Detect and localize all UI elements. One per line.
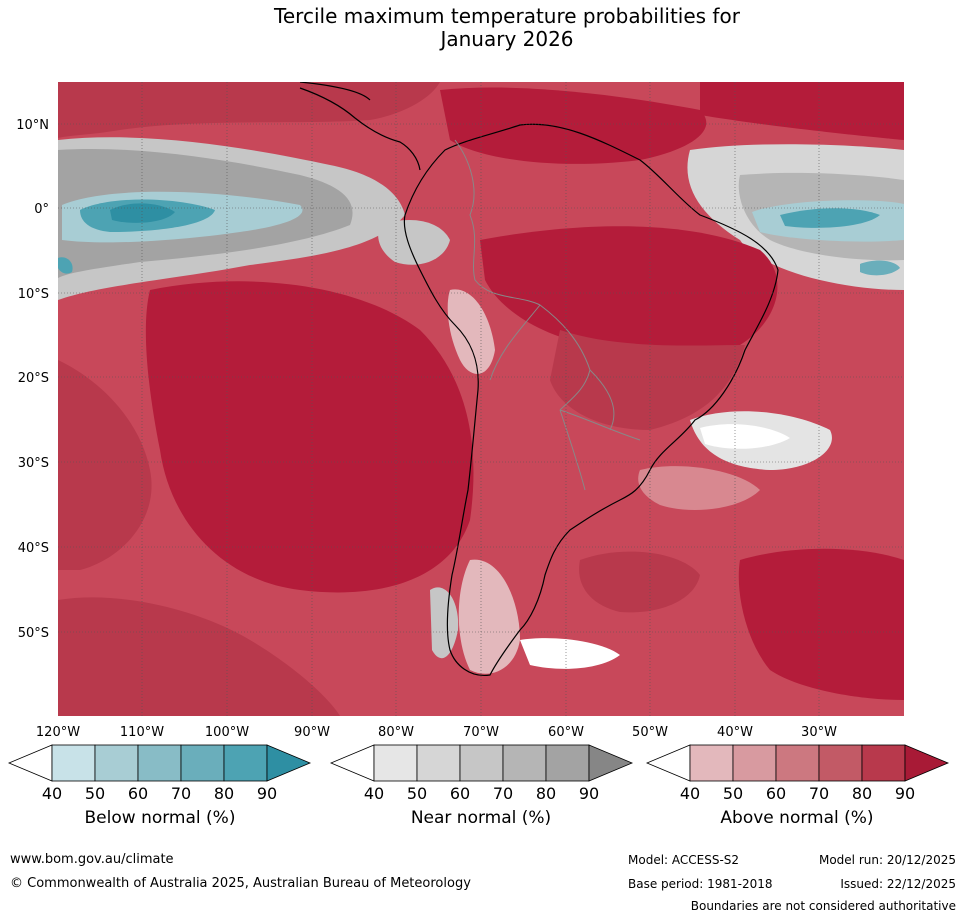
above-normal-south-central xyxy=(579,551,700,613)
above-normal-pacific-west xyxy=(58,360,152,570)
colorbar-near-tick-50: 50 xyxy=(407,784,427,803)
lat-label-20s: 20°S xyxy=(18,371,49,386)
colorbar-near-seg-4 xyxy=(545,744,590,782)
colorbar-above-tick-70: 70 xyxy=(809,784,829,803)
website-link[interactable]: www.bom.gov.au/climate xyxy=(10,852,174,867)
above-normal-north-ocean xyxy=(58,82,440,138)
colorbar-below: 40 50 60 70 80 90 xyxy=(7,744,312,803)
page-title: Tercile maximum temperature probabilitie… xyxy=(0,5,965,51)
colorbar-near: 40 50 60 70 80 90 xyxy=(329,744,634,803)
colorbar-below-tick-40: 40 xyxy=(42,784,62,803)
colorbar-above-seg-4 xyxy=(861,744,906,782)
colorbar-below-seg-1 xyxy=(94,744,139,782)
colorbar-near-seg-3 xyxy=(502,744,547,782)
below-normal-west-strong xyxy=(110,203,175,223)
grey-patch-south xyxy=(430,587,459,659)
model-text: Model: ACCESS-S2 xyxy=(628,853,740,867)
lon-label-100w: 100°W xyxy=(205,725,249,740)
country-borders xyxy=(454,139,641,491)
colorbar-above-seg-3 xyxy=(818,744,863,782)
colorbar-above-seg-2 xyxy=(775,744,820,782)
colorbar-above-label: Above normal (%) xyxy=(720,808,874,828)
lon-label-80w: 80°W xyxy=(378,725,414,740)
above-normal-southeast xyxy=(738,548,904,700)
colorbar-above-left-arrow xyxy=(645,744,691,782)
colorbar-near-left-arrow xyxy=(329,744,375,782)
map-fields xyxy=(58,82,904,716)
above-normal-caribbean xyxy=(440,87,707,164)
lon-label-40w: 40°W xyxy=(717,725,753,740)
colorbar-below-tick-80: 80 xyxy=(214,784,234,803)
copyright-text: © Commonwealth of Australia 2025, Austra… xyxy=(10,876,471,891)
lat-label-10s: 10°S xyxy=(18,287,49,302)
colorbar-near-seg-1 xyxy=(416,744,461,782)
lon-label-90w: 90°W xyxy=(294,725,330,740)
colorbar-above: 40 50 60 70 80 90 xyxy=(645,744,950,803)
colorbar-below-left-arrow xyxy=(7,744,53,782)
colorbar-above-tick-50: 50 xyxy=(723,784,743,803)
above-normal-brazil-south xyxy=(550,330,745,430)
colorbar-below-tick-70: 70 xyxy=(171,784,191,803)
colorbar-below-tick-50: 50 xyxy=(85,784,105,803)
title-line-1: Tercile maximum temperature probabilitie… xyxy=(274,4,740,28)
lat-label-10n: 10°N xyxy=(16,118,49,133)
lat-label-0: 0° xyxy=(34,202,49,217)
lon-label-60w: 60°W xyxy=(548,725,584,740)
south-america-outline xyxy=(403,123,779,677)
colorbar-above-tick-90: 90 xyxy=(895,784,915,803)
lat-label-30s: 30°S xyxy=(18,456,49,471)
light-patch-patagonia xyxy=(458,559,520,674)
colorbar-near-tick-40: 40 xyxy=(364,784,384,803)
colorbar-above-tick-80: 80 xyxy=(852,784,872,803)
lon-label-70w: 70°W xyxy=(463,725,499,740)
colorbar-above-tick-60: 60 xyxy=(766,784,786,803)
colorbar-below-label: Below normal (%) xyxy=(84,808,236,828)
below-normal-east-core xyxy=(780,208,880,228)
central-america-outline-2 xyxy=(299,82,371,101)
disclaimer-text: Boundaries are not considered authoritat… xyxy=(690,899,956,913)
below-normal-east-blob xyxy=(860,260,900,276)
colorbar-near-tick-60: 60 xyxy=(450,784,470,803)
lon-label-50w: 50°W xyxy=(632,725,668,740)
colorbar-near-seg-2 xyxy=(459,744,504,782)
colorbar-above-tick-40: 40 xyxy=(680,784,700,803)
above-normal-southeast-pacific xyxy=(145,281,474,593)
white-patch-south xyxy=(520,638,620,669)
colorbar-below-seg-2 xyxy=(137,744,182,782)
lon-label-30w: 30°W xyxy=(801,725,837,740)
lon-label-110w: 110°W xyxy=(120,725,164,740)
base-period-text: Base period: 1981-2018 xyxy=(628,877,773,891)
title-line-2: January 2026 xyxy=(440,27,574,51)
lat-label-40s: 40°S xyxy=(18,541,49,556)
above-normal-amazon xyxy=(480,226,778,355)
colorbar-below-tick-90: 90 xyxy=(257,784,277,803)
graticule xyxy=(58,82,904,716)
colorbar-above-seg-0 xyxy=(689,744,734,782)
colorbar-below-seg-3 xyxy=(180,744,225,782)
colorbar-below-tick-60: 60 xyxy=(128,784,148,803)
white-patch-atlantic xyxy=(700,424,790,449)
colorbar-near-seg-0 xyxy=(373,744,418,782)
light-patch-andes xyxy=(447,289,495,374)
colorbar-below-seg-4 xyxy=(223,744,268,782)
colorbar-near-label: Near normal (%) xyxy=(410,808,552,828)
light-patch-atlantic-2 xyxy=(638,466,760,510)
lon-label-120w: 120°W xyxy=(36,725,80,740)
colorbar-below-seg-0 xyxy=(51,744,96,782)
colorbar-near-tick-80: 80 xyxy=(536,784,556,803)
lat-label-50s: 50°S xyxy=(18,626,49,641)
colorbar-above-right-arrow xyxy=(904,744,950,782)
colorbar-near-tick-70: 70 xyxy=(493,784,513,803)
above-normal-northeast xyxy=(700,82,904,140)
colorbar-near-tick-90: 90 xyxy=(579,784,599,803)
issued-text: Issued: 22/12/2025 xyxy=(840,877,956,891)
model-run-text: Model run: 20/12/2025 xyxy=(818,853,956,867)
below-normal-west-edge xyxy=(58,257,73,274)
above-normal-southwest xyxy=(58,597,340,716)
colorbar-above-seg-1 xyxy=(732,744,777,782)
central-america-outline xyxy=(299,87,421,171)
colorbar-below-right-arrow xyxy=(266,744,312,782)
colorbar-near-right-arrow xyxy=(588,744,634,782)
